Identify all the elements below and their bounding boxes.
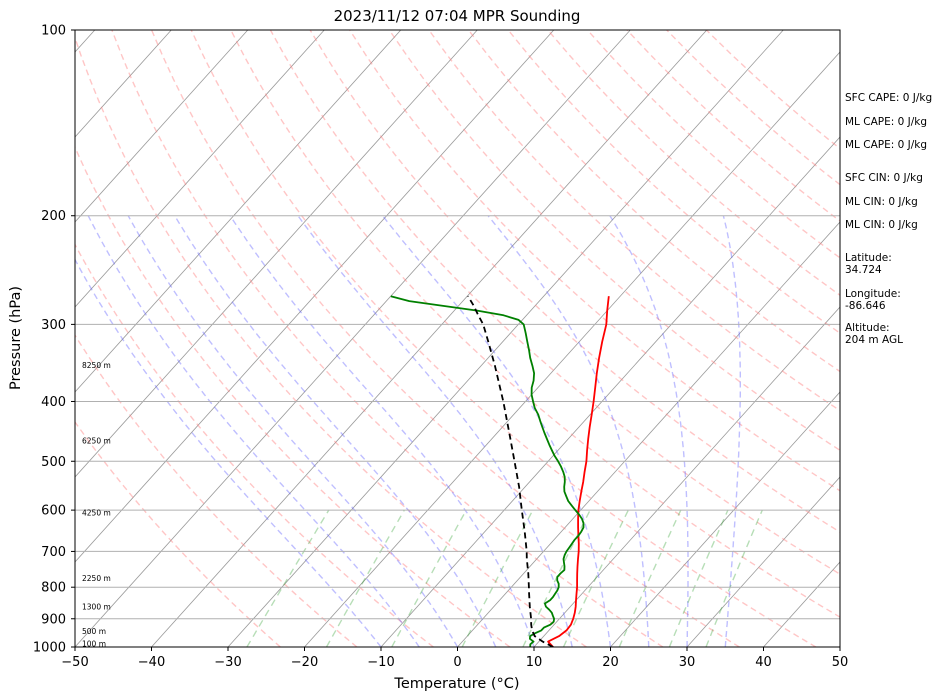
isotherm-line — [457, 221, 840, 647]
isotherm-line — [75, 30, 402, 393]
y-tick-label: 800 — [41, 581, 66, 596]
dry-adiabat — [150, 30, 740, 647]
dry-adiabat — [190, 30, 817, 647]
x-tick-label: 0 — [453, 655, 461, 670]
latitude-value: 34.724 — [845, 264, 882, 276]
mixing-ratio-line — [246, 509, 330, 647]
isotherm-line — [533, 306, 840, 647]
x-tick-label: 40 — [755, 655, 772, 670]
isotherm-line — [75, 30, 631, 647]
dry-adiabat — [467, 30, 840, 373]
x-tick-label: 50 — [832, 655, 849, 670]
y-tick-label: 500 — [41, 455, 66, 470]
mixing-ratio-line — [325, 509, 405, 647]
y-tick-label: 700 — [41, 545, 66, 560]
moist-adiabat — [487, 215, 650, 647]
sfc-cape-text: SFC CAPE: 0 J/kg — [845, 92, 933, 104]
longitude-label: Longitude: — [845, 288, 901, 300]
longitude-value: -86.646 — [845, 300, 886, 312]
ml-cin-text: ML CIN: 0 J/kg — [845, 196, 918, 208]
dry-adiabat — [75, 35, 587, 647]
y-tick-label: 400 — [41, 395, 66, 410]
x-tick-label: −10 — [367, 655, 394, 670]
dry-adiabat — [75, 243, 434, 647]
x-tick-label: −40 — [138, 655, 165, 670]
x-tick-label: 10 — [526, 655, 543, 670]
y-tick-label: 200 — [41, 209, 66, 224]
latitude-label: Latitude: — [845, 252, 892, 264]
x-tick-label: 30 — [679, 655, 696, 670]
x-axis: −50 −40 −30 −20 −10 0 10 20 30 40 50 — [61, 647, 848, 670]
moist-adiabat — [609, 215, 689, 647]
parcel-profile-line — [467, 295, 554, 647]
isotherm-line — [227, 30, 784, 647]
moist-adiabat — [229, 215, 535, 647]
y-tick-label: 100 — [41, 24, 66, 39]
mixing-ratio-line — [461, 509, 534, 647]
height-label: 500 m — [82, 627, 106, 636]
dry-adiabat — [111, 30, 664, 647]
isotherm-line — [610, 391, 840, 647]
chart-title: 2023/11/12 07:04 MPR Sounding — [334, 7, 581, 25]
sounding-profiles — [390, 295, 610, 647]
x-tick-label: 20 — [602, 655, 619, 670]
background-lines — [75, 30, 840, 647]
latitude-block: Latitude: 34.724 — [845, 252, 945, 276]
dry-adiabat — [388, 30, 840, 452]
y-tick-label: 900 — [41, 612, 66, 627]
isotherm-line — [75, 30, 249, 223]
altitude-label: Altitude: — [845, 322, 890, 334]
y-tick-label: 600 — [41, 504, 66, 519]
height-label: 2250 m — [82, 574, 111, 583]
x-axis-title: Temperature (°C) — [393, 676, 519, 692]
height-label: 8250 m — [82, 361, 111, 370]
height-label: 6250 m — [82, 437, 111, 446]
mixing-ratio-line — [391, 509, 467, 647]
moist-adiabat — [87, 215, 420, 647]
dry-adiabat — [75, 145, 511, 647]
dewpoint-line — [390, 295, 585, 647]
y-axis: 100 200 300 400 500 600 700 800 900 1000 — [33, 24, 75, 656]
ml-cin-text-2: ML CIN: 0 J/kg — [845, 219, 918, 231]
y-axis-title: Pressure (hPa) — [8, 286, 24, 390]
isotherm-line — [75, 30, 325, 308]
dry-adiabat — [230, 30, 840, 618]
moist-adiabat — [722, 215, 741, 647]
height-label: 4250 m — [82, 509, 111, 518]
isotherm-line — [304, 51, 840, 647]
dry-adiabat — [507, 30, 840, 334]
dry-adiabat — [75, 420, 281, 647]
moist-adiabat — [174, 215, 497, 647]
altitude-value: 204 m AGL — [845, 334, 903, 346]
isotherm-line — [75, 30, 478, 478]
mixing-ratio-line — [562, 509, 629, 647]
moist-adiabat — [127, 215, 459, 647]
x-tick-label: −20 — [291, 655, 318, 670]
mixing-ratio-line — [705, 509, 763, 647]
longitude-block: Longitude: -86.646 — [845, 288, 945, 312]
height-label: 100 m — [82, 640, 106, 649]
y-tick-label: 300 — [41, 318, 66, 333]
temperature-line — [547, 296, 610, 647]
sfc-cin-text: SFC CIN: 0 J/kg — [845, 172, 923, 184]
mixing-ratio-line — [668, 509, 729, 647]
isotherm-line — [75, 30, 555, 563]
x-tick-label: −30 — [214, 655, 241, 670]
ml-cape-text-2: ML CAPE: 0 J/kg — [845, 139, 928, 151]
dry-adiabat — [428, 30, 840, 412]
isotherm-line — [151, 30, 708, 647]
y-tick-label: 1000 — [33, 641, 66, 656]
x-tick-label: −50 — [61, 655, 88, 670]
dry-adiabat — [75, 333, 358, 647]
ml-cape-text: ML CAPE: 0 J/kg — [845, 116, 928, 128]
isotherm-line — [380, 136, 840, 647]
height-labels: 100 m 500 m 1300 m 2250 m 4250 m 6250 m 8250 m — [82, 361, 111, 648]
altitude-block: Altitude: 204 m AGL — [845, 322, 945, 346]
isotherm-line — [686, 476, 840, 647]
height-label: 1300 m — [82, 603, 111, 612]
isotherm-line — [75, 30, 172, 138]
